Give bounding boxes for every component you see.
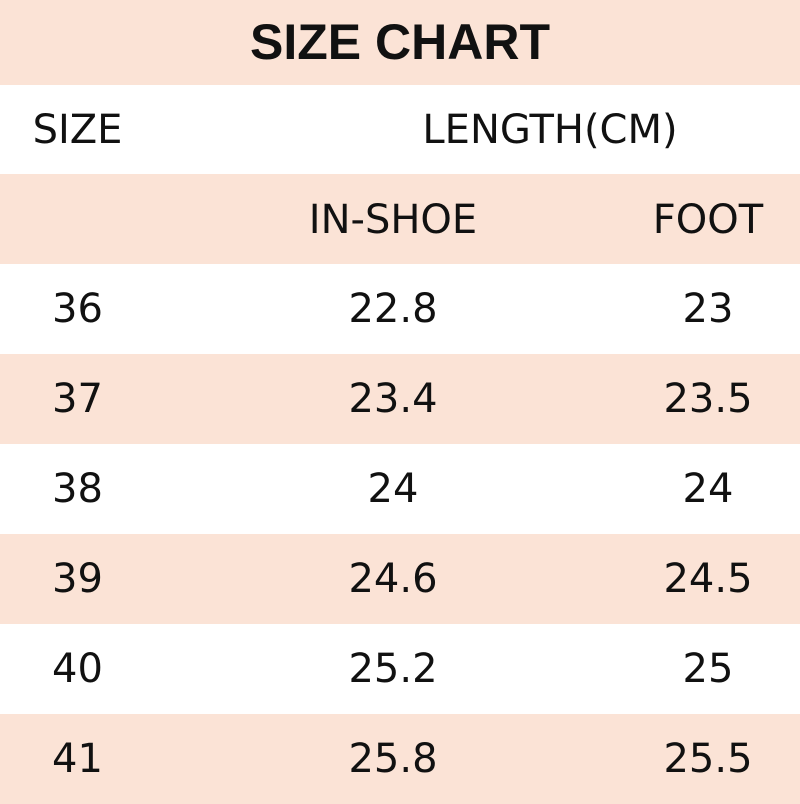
foot-cell: 25.5 <box>663 736 753 782</box>
in-shoe-cell: 24.6 <box>348 556 438 602</box>
table-row <box>0 354 800 444</box>
table-row <box>0 714 800 804</box>
in-shoe-cell: 23.4 <box>348 376 438 422</box>
in-shoe-cell: 24 <box>367 466 419 512</box>
size-cell: 36 <box>52 286 103 332</box>
header-size: SIZE <box>32 107 123 153</box>
page-title: SIZE CHART <box>250 14 550 70</box>
title-band <box>0 0 800 85</box>
foot-cell: 25 <box>682 646 734 692</box>
size-cell: 37 <box>52 376 103 422</box>
header-in-shoe: IN-SHOE <box>308 197 478 243</box>
table-row <box>0 534 800 624</box>
size-cell: 39 <box>52 556 103 602</box>
in-shoe-cell: 25.8 <box>348 736 438 782</box>
header-length: LENGTH(CM) <box>422 107 678 153</box>
subheader-row <box>0 174 800 264</box>
table-row <box>0 624 800 714</box>
in-shoe-cell: 22.8 <box>348 286 438 332</box>
foot-cell: 24 <box>682 466 734 512</box>
header-foot: FOOT <box>652 197 764 243</box>
size-cell: 41 <box>52 736 103 782</box>
in-shoe-cell: 25.2 <box>348 646 438 692</box>
foot-cell: 23.5 <box>663 376 753 422</box>
header-row <box>0 85 800 174</box>
table-row <box>0 264 800 354</box>
table-row <box>0 444 800 534</box>
foot-cell: 24.5 <box>663 556 753 602</box>
size-cell: 38 <box>52 466 103 512</box>
size-cell: 40 <box>52 646 103 692</box>
foot-cell: 23 <box>682 286 734 332</box>
